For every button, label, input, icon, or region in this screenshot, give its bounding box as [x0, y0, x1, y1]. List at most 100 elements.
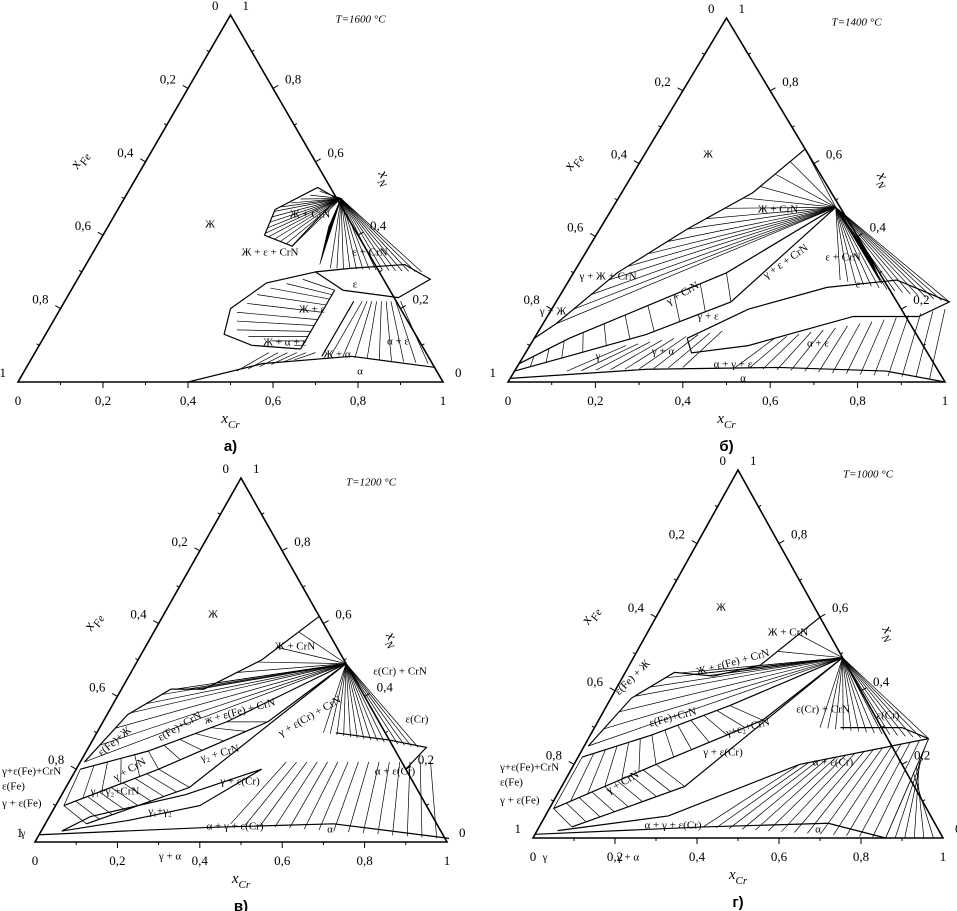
- tie-line: [587, 749, 606, 794]
- tick-mark: [591, 725, 595, 729]
- tie-line: [130, 663, 347, 714]
- phase-boundary: [335, 732, 428, 770]
- tie-line: [755, 756, 837, 831]
- tick-mark: [550, 799, 554, 802]
- tie-line: [835, 207, 880, 289]
- tie-line: [345, 663, 365, 740]
- tick-mark: [526, 343, 531, 347]
- tie-line: [798, 633, 843, 658]
- tie-line: [872, 740, 920, 838]
- tie-line: [818, 325, 848, 373]
- tie-line: [915, 311, 934, 378]
- tick-mark: [570, 270, 574, 274]
- axis-label: xFe: [67, 148, 93, 174]
- tie-line: [419, 761, 423, 838]
- tie-line: [842, 657, 844, 730]
- tick-mark: [568, 760, 575, 765]
- tie-line: [929, 309, 946, 379]
- right-tick-label: 0,4: [370, 218, 387, 233]
- bottom-tick-label: 1: [444, 853, 451, 868]
- phase-region-label: γ₁+γ₂+CrN: [90, 786, 140, 798]
- tie-line: [277, 647, 347, 664]
- phase-boundary: [535, 822, 886, 839]
- tie-line: [75, 800, 100, 820]
- tick-mark: [778, 540, 785, 545]
- left-tick-label: 0,6: [587, 674, 604, 689]
- tie-line: [705, 206, 836, 220]
- tie-line: [340, 198, 422, 273]
- tie-line: [163, 744, 181, 760]
- tie-line: [259, 352, 288, 367]
- tick-mark: [384, 730, 389, 734]
- axis-subscript: Fe: [570, 153, 587, 170]
- tie-line: [912, 772, 934, 839]
- right-tick-label: 0,2: [413, 292, 429, 307]
- tie-line: [259, 761, 308, 827]
- tie-line: [690, 720, 710, 743]
- phase-region-label: Ж + α: [323, 349, 351, 361]
- tie-line: [703, 715, 728, 736]
- phase-region-label: α: [815, 824, 821, 836]
- caption: б): [719, 438, 733, 455]
- tie-line: [340, 198, 383, 271]
- tie-line: [175, 663, 347, 690]
- tick-mark: [546, 305, 552, 310]
- axis-symbol: x: [728, 867, 736, 883]
- tick-mark: [261, 512, 265, 515]
- axis-symbol: x: [231, 871, 239, 887]
- tick-mark: [677, 87, 684, 92]
- bottom-tick-label: 0,6: [274, 853, 291, 868]
- tie-line: [901, 313, 921, 377]
- tie-line: [819, 657, 843, 728]
- phase-region-label: Ж: [205, 219, 215, 231]
- tie-line: [673, 294, 681, 322]
- tie-line: [617, 780, 643, 802]
- tie-line: [274, 198, 342, 240]
- tie-line: [835, 207, 849, 282]
- tick-mark: [206, 49, 210, 53]
- tick-mark: [217, 512, 221, 515]
- tick-mark: [673, 578, 677, 581]
- tick-mark: [294, 123, 298, 126]
- tie-line: [842, 657, 860, 732]
- tie-line: [570, 753, 595, 802]
- left-tick-label: 1: [515, 821, 522, 836]
- tie-line: [566, 345, 627, 372]
- tie-line: [707, 657, 843, 676]
- left-tick-label: 0,2: [172, 534, 188, 549]
- tie-line: [179, 739, 203, 751]
- phase-region-label: γ: [20, 828, 26, 840]
- left-tick-label: 0,6: [89, 679, 106, 694]
- tie-line: [345, 663, 419, 748]
- bottom-tick-label: 0: [505, 393, 512, 408]
- phase-region-label: γ₁+γ₂: [147, 806, 172, 818]
- tie-line: [247, 303, 322, 313]
- right-tick-label: 0,4: [870, 219, 887, 234]
- phase-boundary: [686, 279, 951, 354]
- phase-region-label: α + ε: [387, 336, 409, 348]
- right-tick-label: 0: [955, 821, 957, 836]
- tie-line: [729, 760, 819, 829]
- tie-line: [555, 206, 836, 325]
- tie-line: [667, 206, 836, 242]
- left-tick-label: 0,2: [655, 74, 671, 89]
- tie-line: [573, 206, 836, 310]
- tie-line: [340, 198, 390, 271]
- phase-boundary: [80, 663, 347, 770]
- right-tick-label: 0,2: [914, 747, 930, 762]
- tie-line: [762, 333, 800, 370]
- tie-line: [134, 778, 164, 797]
- phase-region-label: γ+ε(Fe)+CrN: [1, 766, 61, 778]
- tick-mark: [758, 504, 762, 508]
- tie-line: [245, 761, 297, 826]
- tick-mark: [52, 803, 56, 807]
- tie-line: [310, 194, 342, 199]
- bottom-tick-label: 0,4: [675, 393, 692, 408]
- tie-line: [842, 657, 852, 731]
- tick-mark: [153, 620, 159, 625]
- tie-line: [603, 323, 607, 346]
- right-tick-label: 0,8: [782, 74, 798, 89]
- tie-line: [330, 198, 342, 269]
- tie-line: [835, 207, 935, 300]
- right-tick-label: 0,6: [328, 145, 345, 160]
